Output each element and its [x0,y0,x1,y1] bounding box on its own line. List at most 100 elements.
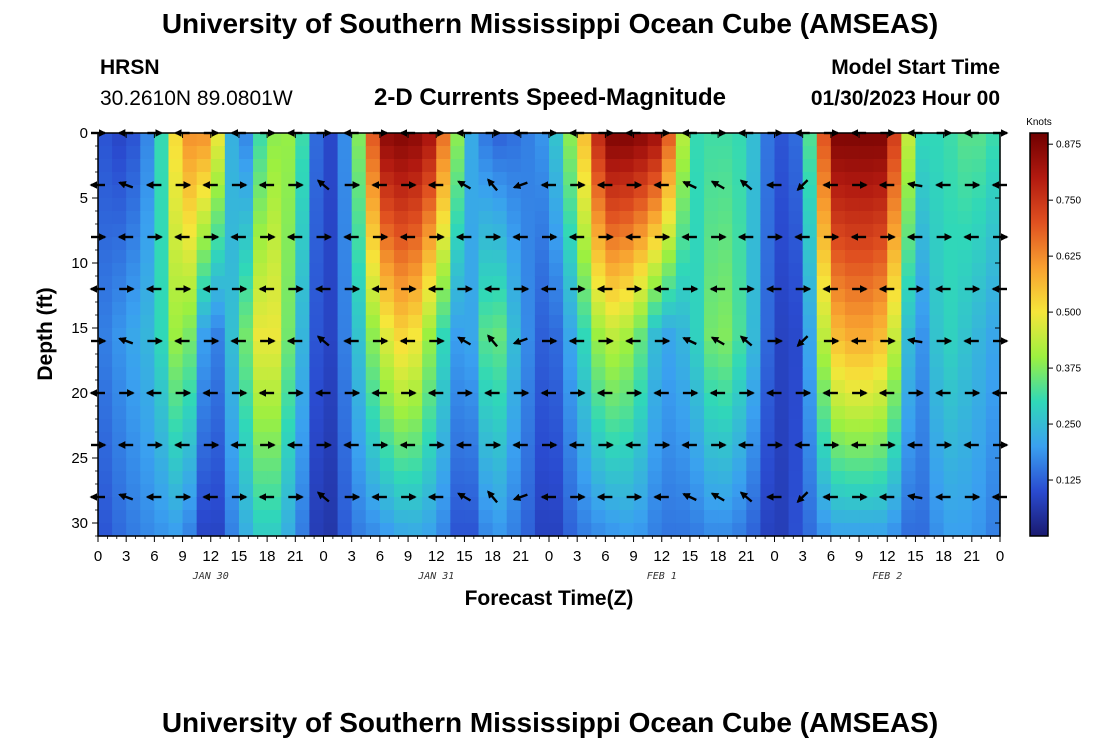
heatmap-cell [379,263,395,277]
heatmap-cell [238,159,254,173]
heatmap-cell [689,172,705,186]
heatmap-cell [408,198,423,212]
heatmap-cell [267,250,282,264]
heatmap-cell [238,406,254,420]
heatmap-cell [365,523,381,537]
heatmap-cell [859,315,874,329]
heatmap-cell [422,341,437,355]
heatmap-cell [859,471,874,485]
heatmap-cell [323,367,339,381]
heatmap-cell [577,289,592,303]
heatmap-cell [577,523,592,537]
heatmap-cell [985,497,1001,511]
heatmap-cell [126,484,141,498]
heatmap-cell [605,328,621,342]
heatmap-cell [704,276,719,290]
heatmap-cell [563,198,578,212]
heatmap-cell [802,523,818,537]
heatmap-cell [464,328,480,342]
heatmap-cells [98,133,1001,537]
x-tick-label: 15 [907,548,924,565]
heatmap-cell [605,510,621,524]
heatmap-cell [464,302,480,316]
heatmap-cell [337,367,353,381]
heatmap-cell [746,198,761,212]
heatmap-cell [887,146,902,160]
heatmap-cell [746,471,761,485]
heatmap-cell [943,250,959,264]
heatmap-cell [140,159,155,173]
heatmap-cell [492,432,508,446]
heatmap-cell [830,354,846,368]
heatmap-cell [379,185,395,199]
heatmap-cell [957,289,973,303]
heatmap-cell [746,315,761,329]
heatmap-cell [238,393,254,407]
heatmap-cell [915,367,931,381]
heatmap-cell [675,354,691,368]
heatmap-cell [704,419,719,433]
heatmap-cell [563,172,578,186]
heatmap-cell [887,159,902,173]
y-tick-label: 10 [71,255,88,272]
heatmap-cell [408,315,423,329]
heatmap-cell [971,211,987,225]
heatmap-cell [506,172,522,186]
heatmap-cell [675,237,691,251]
heatmap-cell [929,224,945,238]
heatmap-cell [732,380,747,394]
heatmap-cell [760,211,776,225]
heatmap-cell [267,497,282,511]
heatmap-cell [605,172,621,186]
heatmap-cell [323,289,339,303]
heatmap-cell [126,328,141,342]
heatmap-cell [450,406,466,420]
heatmap-cell [591,315,606,329]
heatmap-cell [591,159,606,173]
heatmap-cell [98,172,113,186]
heatmap-cell [422,406,437,420]
heatmap-cell [126,302,141,316]
heatmap-cell [816,133,832,147]
heatmap-cell [464,419,480,433]
heatmap-cell [168,484,184,498]
heatmap-cell [929,198,945,212]
heatmap-cell [238,146,254,160]
heatmap-cell [168,185,184,199]
heatmap-cell [816,289,832,303]
heatmap-cell [295,276,310,290]
heatmap-cell [182,523,198,537]
heatmap-cell [647,328,663,342]
heatmap-cell [704,302,719,316]
heatmap-cell [309,315,325,329]
heatmap-cell [563,237,578,251]
heatmap-cell [393,484,409,498]
heatmap-cell [224,276,240,290]
heatmap-cell [168,380,184,394]
heatmap-cell [788,302,804,316]
current-vector-arrow [118,493,134,501]
heatmap-cell [408,380,423,394]
heatmap-cell [619,237,635,251]
heatmap-cell [718,432,733,446]
heatmap-cell [985,198,1001,212]
heatmap-cell [267,328,282,342]
current-vector-arrow [739,179,753,191]
heatmap-cell [689,393,705,407]
heatmap-cell [915,328,931,342]
heatmap-cell [971,224,987,238]
heatmap-cell [196,341,212,355]
heatmap-cell [295,471,310,485]
heatmap-cell [281,172,296,186]
heatmap-cell [224,211,240,225]
heatmap-cell [549,263,564,277]
heatmap-cell [393,133,409,147]
heatmap-cell [210,510,226,524]
heatmap-cell [520,198,536,212]
heatmap-cell [718,224,733,238]
heatmap-cell [393,146,409,160]
heatmap-cell [563,471,578,485]
heatmap-cell [830,445,846,459]
heatmap-cell [281,289,296,303]
heatmap-cell [830,523,846,537]
